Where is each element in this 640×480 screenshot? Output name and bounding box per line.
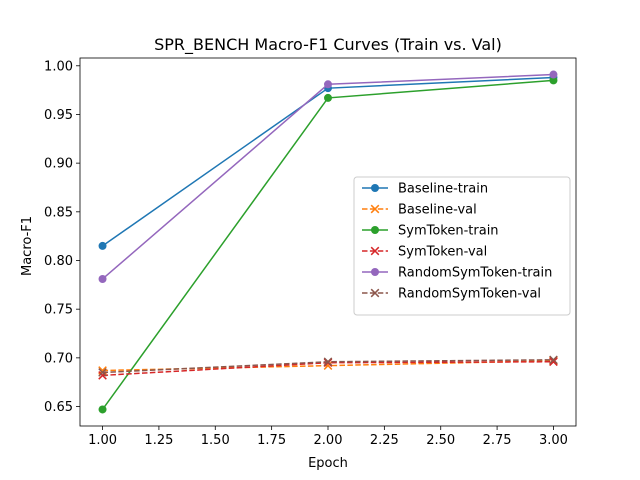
x-tick-label: 2.50	[426, 433, 455, 448]
y-axis-title: Macro-F1	[20, 216, 35, 276]
series-2	[98, 76, 558, 414]
legend-label: SymToken-train	[398, 224, 499, 239]
x-tick-label: 2.00	[314, 433, 343, 448]
data-point	[98, 241, 107, 250]
y-tick-label: 0.70	[44, 351, 73, 366]
legend-marker	[370, 246, 380, 256]
y-tick-label: 0.75	[44, 303, 73, 318]
legend-label: Baseline-val	[398, 203, 477, 218]
x-tick-label: 1.75	[257, 433, 286, 448]
data-point	[549, 355, 558, 365]
y-tick-label: 1.00	[44, 59, 73, 74]
legend-entry: SymToken-train	[362, 224, 499, 239]
plot-area	[98, 70, 558, 414]
y-tick-label: 0.90	[44, 157, 73, 172]
x-tick-label: 1.00	[88, 433, 117, 448]
legend-marker	[371, 226, 379, 234]
data-point	[324, 80, 332, 89]
y-tick-label: 0.65	[44, 400, 73, 415]
axes: 1.00 1.25 1.50 1.75 2.00 2.25 2.50 2.75 3.00 0.65…	[44, 57, 577, 448]
y-tick-label: 0.85	[44, 205, 73, 220]
legend-marker	[371, 268, 379, 276]
legend-entry: RandomSymToken-val	[362, 287, 541, 302]
legend-marker	[370, 204, 380, 214]
data-point	[98, 405, 107, 414]
legend: Baseline-train Baseline-val SymToken-train…	[353, 176, 571, 316]
legend-marker	[370, 288, 380, 298]
data-point	[98, 274, 107, 283]
x-tick-label: 2.75	[483, 433, 512, 448]
y-tick-label: 0.95	[44, 108, 73, 123]
series-5	[98, 355, 558, 377]
legend-label: SymToken-val	[398, 245, 487, 260]
x-tick-label: 2.25	[370, 433, 399, 448]
data-point	[549, 76, 558, 85]
x-tick-label: 3.00	[539, 433, 568, 448]
chart-title: SPR_BENCH Macro-F1 Curves (Train vs. Val…	[154, 35, 502, 55]
data-point	[324, 93, 332, 102]
data-point	[98, 368, 107, 377]
legend-entry: Baseline-train	[362, 182, 488, 197]
legend-entry: RandomSymToken-train	[362, 266, 552, 281]
y-tick-label: 0.80	[44, 254, 73, 269]
legend-label: RandomSymToken-train	[398, 266, 552, 281]
legend-marker	[371, 184, 379, 192]
x-tick-label: 1.25	[144, 433, 173, 448]
legend-entry: Baseline-val	[362, 203, 477, 218]
series-4	[98, 70, 558, 283]
legend-entry: SymToken-val	[362, 245, 487, 260]
data-point	[549, 70, 558, 79]
data-point	[549, 357, 558, 367]
legend-box	[353, 176, 571, 316]
x-axis-title: Epoch	[308, 456, 348, 471]
x-tick-label: 1.50	[201, 433, 230, 448]
data-point	[323, 357, 333, 367]
legend-label: Baseline-train	[398, 182, 488, 197]
legend-label: RandomSymToken-val	[398, 287, 541, 302]
